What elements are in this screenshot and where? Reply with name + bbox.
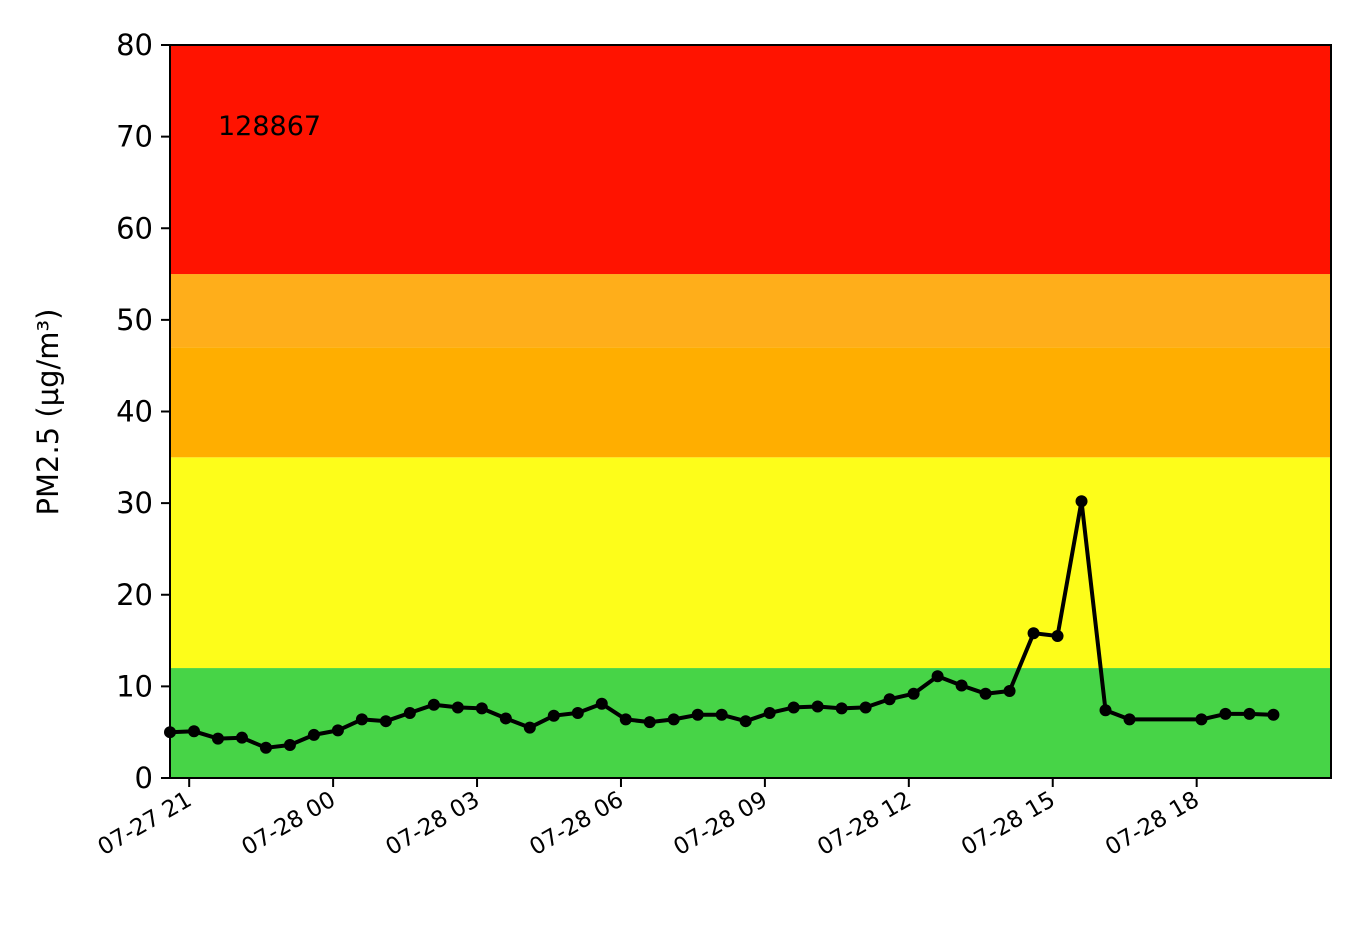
data-point bbox=[715, 708, 728, 721]
data-point bbox=[931, 670, 944, 683]
data-point bbox=[403, 706, 416, 719]
data-point bbox=[979, 687, 992, 700]
data-point bbox=[331, 724, 344, 737]
data-point bbox=[475, 702, 488, 715]
data-point bbox=[211, 732, 224, 745]
data-point bbox=[907, 687, 920, 700]
data-point bbox=[1075, 495, 1088, 508]
x-axis: 07-27 21 07-28 00 07-28 03 07-28 06 07-28 09… bbox=[94, 778, 1204, 861]
y-tick-label: 60 bbox=[116, 211, 153, 245]
x-tick-label: 07-28 18 bbox=[1101, 787, 1204, 861]
data-point bbox=[283, 739, 296, 752]
data-point bbox=[787, 701, 800, 714]
data-point bbox=[523, 721, 536, 734]
data-point bbox=[1219, 707, 1232, 720]
aqi-band-1 bbox=[170, 457, 1331, 669]
aqi-band-4 bbox=[170, 45, 1331, 275]
aqi-band-3 bbox=[170, 274, 1331, 348]
data-point bbox=[835, 702, 848, 715]
data-point bbox=[595, 697, 608, 710]
y-axis-label: PM2.5 (µg/m³) bbox=[31, 309, 65, 516]
data-point bbox=[1195, 713, 1208, 726]
data-point bbox=[763, 706, 776, 719]
aqi-bands bbox=[170, 45, 1331, 778]
y-axis: 0 10 20 30 40 50 60 70 80 bbox=[116, 28, 170, 795]
sensor-id-annotation: 128867 bbox=[218, 111, 321, 142]
data-point bbox=[1003, 684, 1016, 697]
data-point bbox=[355, 713, 368, 726]
data-point bbox=[259, 741, 272, 754]
data-point bbox=[1267, 708, 1280, 721]
data-point bbox=[235, 731, 248, 744]
x-tick-label: 07-28 06 bbox=[525, 787, 628, 861]
x-tick-label: 07-28 12 bbox=[813, 787, 916, 861]
data-point bbox=[1027, 627, 1040, 640]
data-point bbox=[739, 715, 752, 728]
x-tick-label: 07-28 00 bbox=[238, 787, 341, 861]
data-point bbox=[1051, 629, 1064, 642]
data-point bbox=[619, 713, 632, 726]
data-point bbox=[571, 706, 584, 719]
aqi-band-2 bbox=[170, 347, 1331, 458]
data-point bbox=[859, 701, 872, 714]
data-point bbox=[547, 709, 560, 722]
data-point bbox=[883, 693, 896, 706]
y-tick-label: 40 bbox=[116, 395, 153, 429]
data-point bbox=[1243, 707, 1256, 720]
x-tick-label: 07-27 21 bbox=[94, 787, 197, 861]
y-tick-label: 20 bbox=[116, 578, 153, 612]
x-tick-label: 07-28 03 bbox=[381, 787, 484, 861]
y-tick-label: 50 bbox=[116, 303, 153, 337]
data-point bbox=[307, 728, 320, 741]
y-tick-label: 30 bbox=[116, 486, 153, 520]
data-point bbox=[667, 713, 680, 726]
data-point bbox=[427, 698, 440, 711]
data-point bbox=[379, 715, 392, 728]
data-point bbox=[955, 679, 968, 692]
series-pm25 bbox=[164, 495, 1280, 754]
data-point bbox=[451, 701, 464, 714]
y-tick-label: 80 bbox=[116, 28, 153, 62]
data-point bbox=[499, 712, 512, 725]
data-point bbox=[187, 725, 200, 738]
x-tick-label: 07-28 09 bbox=[669, 787, 772, 861]
data-point bbox=[811, 700, 824, 713]
data-point bbox=[643, 716, 656, 729]
y-tick-label: 70 bbox=[116, 120, 153, 154]
y-tick-label: 10 bbox=[116, 669, 153, 703]
x-tick-label: 07-28 15 bbox=[957, 787, 1060, 861]
data-point bbox=[1123, 713, 1136, 726]
data-point bbox=[1099, 704, 1112, 717]
y-tick-label: 0 bbox=[135, 761, 153, 795]
data-point bbox=[691, 708, 704, 721]
